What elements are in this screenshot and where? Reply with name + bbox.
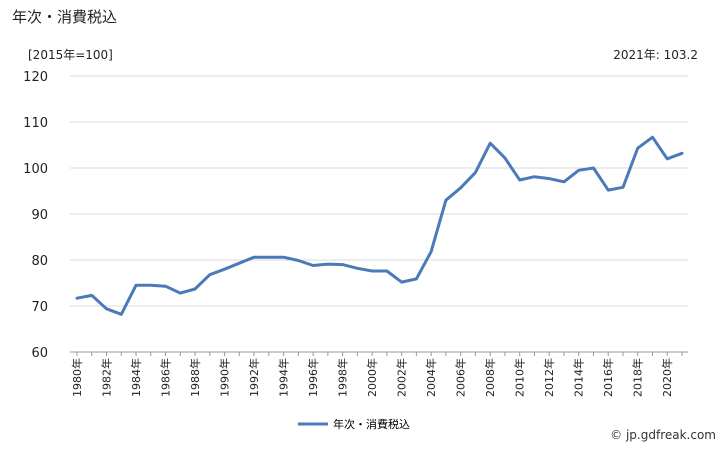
legend-label: 年次・消費税込 — [333, 417, 410, 431]
data-point — [577, 169, 580, 172]
x-axis-ticks: 1980年 1982年 1984年 1986年 1988年 1990年 1992年 1994年… — [70, 352, 683, 397]
x-tick-label: 2006年 — [454, 358, 468, 397]
x-tick-label: 1994年 — [277, 358, 291, 397]
data-point — [533, 175, 536, 178]
data-point — [474, 171, 477, 174]
x-tick-label: 2000年 — [365, 358, 379, 397]
data-point — [621, 186, 625, 189]
data-point — [252, 256, 256, 259]
y-axis-ticks: 60 70 80 90 100 110 120 — [23, 70, 48, 361]
data-point — [105, 307, 108, 310]
data-point — [90, 294, 93, 297]
y-tick-label: 100 — [23, 162, 48, 177]
x-tick-label: 2012年 — [542, 358, 556, 397]
data-point — [666, 157, 669, 160]
y-tick-label: 70 — [31, 300, 48, 315]
data-point — [134, 284, 138, 287]
data-point — [179, 291, 182, 295]
x-tick-label: 1990年 — [218, 358, 232, 397]
data-point — [208, 273, 212, 276]
grid-lines — [70, 75, 688, 353]
x-tick-label: 1992年 — [247, 358, 261, 397]
x-tick-label: 2002年 — [395, 358, 409, 397]
x-tick-label: 1986年 — [159, 358, 173, 397]
data-point — [385, 269, 389, 273]
x-tick-label: 1988年 — [188, 358, 202, 397]
y-tick-label: 120 — [23, 70, 48, 85]
data-point — [459, 186, 462, 189]
data-point — [415, 277, 418, 281]
data-point — [444, 199, 448, 202]
data-point — [326, 262, 330, 266]
latest-value-label: 2021年: 103.2 — [613, 48, 698, 62]
data-point — [311, 264, 315, 267]
x-tick-label: 2018年 — [631, 358, 645, 397]
chart-title: 年次・消費税込 — [12, 8, 118, 26]
data-point — [503, 156, 507, 160]
x-tick-label: 2004年 — [424, 358, 438, 397]
x-tick-label: 2010年 — [513, 358, 527, 397]
x-tick-label: 1982年 — [100, 358, 114, 397]
data-point — [149, 284, 152, 287]
x-tick-label: 2016年 — [601, 358, 615, 397]
y-axis-unit-label: [2015年=100] — [28, 48, 113, 62]
data-point — [562, 180, 566, 183]
x-tick-label: 1980年 — [70, 358, 84, 397]
series-layer — [75, 135, 684, 316]
data-point — [607, 188, 610, 192]
data-point — [592, 166, 595, 170]
data-point — [518, 178, 521, 182]
x-tick-label: 1996年 — [306, 358, 320, 397]
data-point — [297, 259, 300, 262]
data-point — [547, 177, 551, 180]
data-point — [120, 313, 123, 316]
data-point — [75, 296, 79, 300]
x-tick-label: 2020年 — [660, 358, 674, 397]
data-point — [370, 269, 374, 273]
x-tick-label: 1998年 — [336, 358, 350, 397]
y-tick-label: 110 — [23, 116, 48, 131]
y-tick-label: 60 — [31, 346, 48, 361]
data-point — [400, 280, 403, 284]
source-credit: © jp.gdfreak.com — [610, 428, 716, 442]
series-line-0 — [75, 135, 684, 316]
data-point — [238, 262, 241, 265]
data-point — [164, 285, 167, 288]
data-point — [356, 267, 359, 270]
x-tick-label: 2008年 — [483, 358, 497, 397]
legend: 年次・消費税込 — [298, 417, 410, 431]
x-tick-label: 2014年 — [572, 358, 586, 397]
data-point — [267, 256, 271, 259]
data-point — [193, 287, 197, 291]
data-point — [488, 141, 492, 145]
data-point — [651, 135, 654, 139]
data-point — [636, 147, 639, 150]
data-point — [680, 152, 684, 155]
data-point — [282, 256, 285, 259]
data-point — [341, 263, 344, 266]
y-tick-label: 90 — [31, 208, 48, 223]
x-tick-label: 1984年 — [129, 358, 143, 397]
data-point — [223, 268, 226, 271]
data-point — [429, 250, 433, 253]
y-tick-label: 80 — [31, 254, 48, 269]
